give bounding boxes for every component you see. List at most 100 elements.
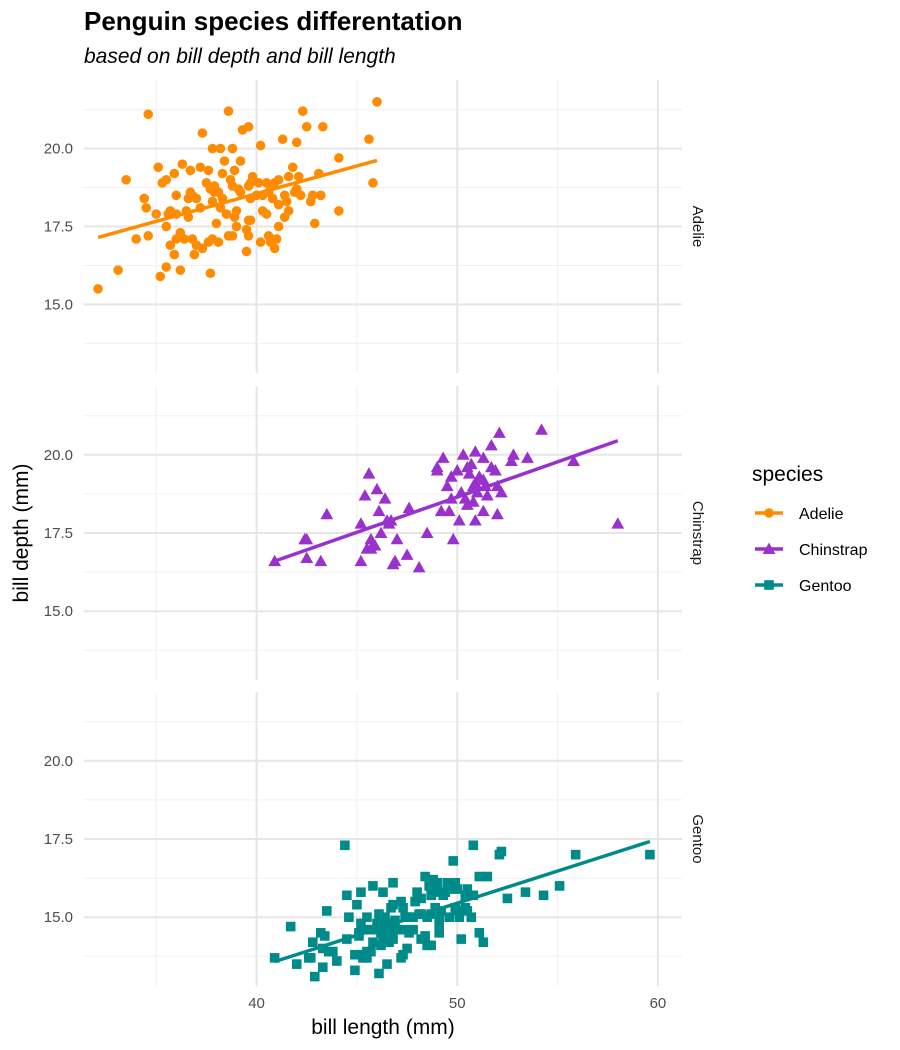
data-point bbox=[521, 451, 534, 463]
data-point bbox=[402, 943, 412, 954]
data-point bbox=[305, 953, 316, 963]
legend-key-marker bbox=[762, 542, 776, 554]
facet-panel-gentoo: 15.0 17.5 20.0 Gentoo bbox=[44, 692, 706, 986]
data-point bbox=[356, 887, 366, 897]
chart-title: Penguin species differentation bbox=[84, 6, 463, 36]
data-point bbox=[390, 915, 400, 926]
data-point bbox=[400, 912, 410, 922]
data-point bbox=[456, 934, 467, 944]
data-point bbox=[171, 190, 182, 201]
data-point bbox=[496, 846, 507, 857]
data-point bbox=[139, 193, 150, 204]
data-point bbox=[466, 912, 477, 922]
data-point bbox=[342, 890, 352, 901]
data-point bbox=[434, 918, 444, 929]
data-point bbox=[317, 962, 328, 973]
data-point bbox=[169, 249, 180, 260]
data-point bbox=[287, 162, 298, 173]
data-point bbox=[356, 918, 366, 929]
data-point bbox=[567, 454, 581, 467]
y-tick-label: 20.0 bbox=[44, 141, 73, 158]
x-axis-title: bill length (mm) bbox=[311, 1016, 455, 1039]
data-point bbox=[269, 243, 280, 254]
data-point bbox=[285, 921, 296, 932]
data-point bbox=[334, 153, 344, 163]
data-point bbox=[197, 128, 208, 138]
data-point bbox=[155, 271, 166, 282]
data-point bbox=[458, 492, 472, 504]
y-tick-label: 15.0 bbox=[44, 603, 73, 620]
facet-panel-chinstrap: 15.0 17.5 20.0 Chinstrap bbox=[44, 386, 706, 680]
data-point bbox=[570, 849, 581, 860]
data-point bbox=[229, 165, 240, 176]
y-tick-label: 17.5 bbox=[44, 525, 73, 542]
data-point bbox=[177, 159, 188, 169]
data-point bbox=[420, 526, 434, 538]
y-tick-label: 17.5 bbox=[44, 219, 73, 236]
data-point bbox=[388, 934, 398, 944]
data-point bbox=[372, 918, 382, 929]
data-point bbox=[231, 221, 242, 232]
data-point bbox=[456, 448, 470, 460]
data-point bbox=[368, 178, 378, 188]
y-tick-label: 20.0 bbox=[44, 753, 73, 770]
data-point bbox=[645, 849, 655, 860]
data-point bbox=[300, 532, 314, 545]
legend: species Adelie Chinstrap Gentoo bbox=[752, 463, 868, 595]
data-point bbox=[426, 940, 436, 951]
data-point bbox=[430, 460, 444, 473]
data-point bbox=[344, 912, 354, 922]
data-point bbox=[161, 221, 172, 232]
data-point bbox=[364, 134, 374, 145]
data-point bbox=[468, 514, 482, 526]
data-point bbox=[478, 937, 489, 948]
data-point bbox=[328, 946, 338, 957]
y-tick-label: 15.0 bbox=[44, 296, 73, 313]
data-point bbox=[253, 178, 264, 188]
data-point bbox=[378, 937, 388, 948]
data-point bbox=[368, 881, 378, 891]
data-point bbox=[301, 121, 312, 132]
data-point bbox=[372, 97, 382, 107]
data-point bbox=[273, 221, 284, 232]
data-point bbox=[350, 949, 360, 960]
data-point bbox=[175, 265, 186, 275]
data-point bbox=[450, 903, 461, 913]
data-point bbox=[492, 426, 506, 438]
data-point bbox=[217, 168, 228, 179]
data-point bbox=[273, 199, 284, 210]
facet-strip-label: Gentoo bbox=[689, 814, 706, 863]
data-point bbox=[350, 965, 360, 976]
data-point bbox=[400, 548, 414, 560]
data-point bbox=[490, 507, 504, 520]
data-point bbox=[484, 460, 498, 473]
data-point bbox=[432, 877, 442, 888]
data-point bbox=[322, 906, 332, 916]
data-point bbox=[362, 467, 376, 479]
data-point bbox=[366, 946, 376, 957]
data-point bbox=[354, 554, 368, 567]
data-point bbox=[219, 156, 230, 166]
x-tick-label: 40 bbox=[248, 995, 265, 1012]
data-point bbox=[468, 445, 482, 457]
legend-label: Adelie bbox=[799, 506, 844, 523]
data-point bbox=[255, 140, 266, 151]
x-tick-label: 60 bbox=[650, 995, 667, 1012]
data-point bbox=[291, 184, 302, 194]
data-point bbox=[372, 504, 386, 517]
data-point bbox=[255, 237, 266, 247]
data-point bbox=[235, 156, 246, 166]
data-point bbox=[307, 190, 318, 201]
data-point bbox=[507, 448, 520, 460]
legend-title: species bbox=[752, 463, 823, 486]
data-point bbox=[468, 890, 479, 901]
data-point bbox=[398, 903, 408, 913]
data-point bbox=[374, 968, 384, 979]
data-point bbox=[378, 887, 388, 897]
data-point bbox=[440, 479, 454, 492]
data-point bbox=[309, 218, 320, 229]
data-point bbox=[380, 912, 390, 922]
data-point bbox=[283, 171, 294, 182]
data-point bbox=[474, 928, 485, 938]
data-point bbox=[408, 924, 418, 935]
